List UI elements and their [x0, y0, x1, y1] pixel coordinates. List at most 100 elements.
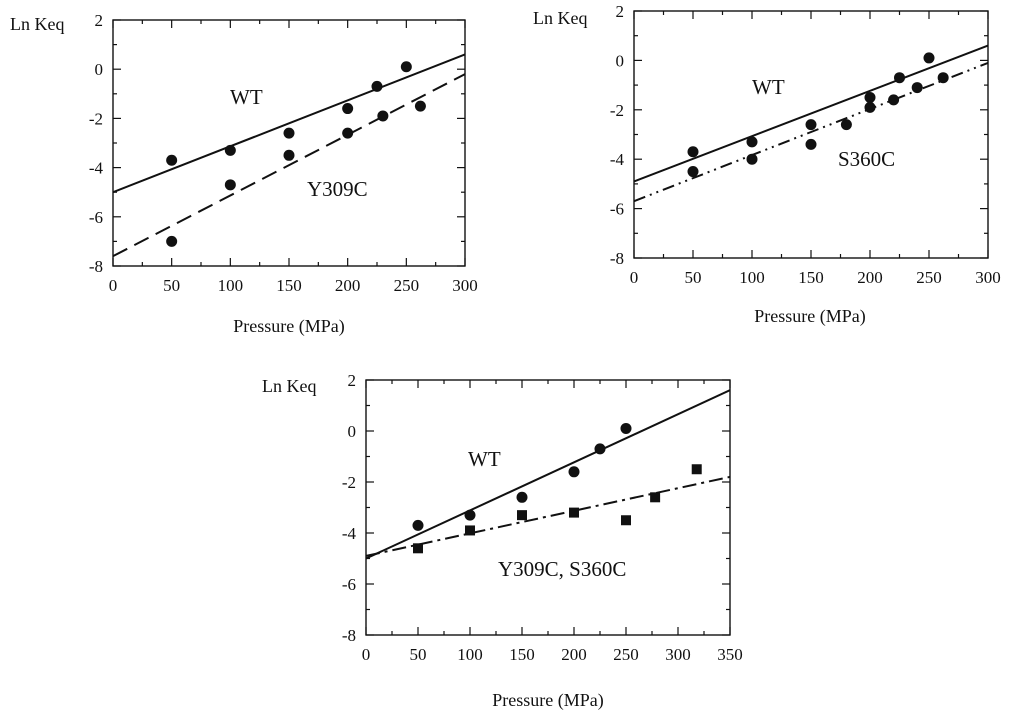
x-tick-label: 250: [613, 645, 639, 664]
series-label: WT: [230, 85, 263, 109]
series-0: [366, 389, 730, 560]
panel-wt-vs-y309c: 0 50 100 150 200 250 300 -8 -6 -4 -2 0 2 Ln Keq Pressu…: [10, 11, 478, 337]
y-tick-label: 0: [95, 60, 104, 79]
x-axis-title: Pressure (MPa): [233, 316, 344, 337]
y-tick-label: -6: [342, 575, 356, 594]
x-tick-label: 50: [410, 645, 427, 664]
y-tick-label: -4: [89, 159, 104, 178]
data-point-circle: [746, 136, 758, 148]
data-point-circle: [687, 146, 699, 158]
x-tick-label: 50: [685, 268, 702, 287]
x-tick-label: 250: [394, 276, 420, 295]
panel-wt-vs-s360c: 0 50 100 150 200 250 300 -8 -6 -4 -2 0 2 Ln Keq Pressu…: [533, 2, 1001, 327]
data-point-circle: [400, 61, 412, 73]
series-0: [113, 53, 465, 194]
x-tick-label: 300: [452, 276, 478, 295]
data-point-circle: [923, 52, 935, 64]
y-tick-label: 2: [616, 2, 625, 21]
panel-wt-vs-double-mutant: 0 50 100 150 200 250 300 350 -8 -6 -4 -2 0 2 Ln Keq Pre…: [262, 371, 743, 711]
x-tick-label: 150: [276, 276, 302, 295]
data-point-circle: [911, 82, 923, 94]
data-point-square: [569, 507, 579, 518]
x-tick-label: 50: [163, 276, 180, 295]
series-label: S360C: [838, 147, 895, 171]
data-point-circle: [283, 127, 295, 139]
x-tick-label: 200: [561, 645, 587, 664]
y-tick-label: -6: [610, 200, 624, 219]
y-tick-label: -6: [89, 208, 103, 227]
y-tick-label: -8: [89, 257, 103, 276]
fit-line: [366, 475, 730, 557]
data-point-circle: [894, 72, 905, 84]
x-tick-label: 0: [362, 645, 371, 664]
data-point-circle: [888, 94, 900, 106]
data-point-circle: [224, 144, 236, 156]
data-point-circle: [342, 127, 354, 139]
y-tick-label: -4: [610, 150, 625, 169]
data-point-circle: [412, 519, 424, 531]
fit-line: [634, 44, 988, 183]
y-tick-label: 0: [348, 422, 357, 441]
data-point-circle: [224, 179, 236, 191]
x-tick-label: 200: [335, 276, 361, 295]
plot-frame: [365, 379, 731, 636]
series-1: [366, 464, 730, 557]
fit-line: [113, 53, 465, 194]
plot-frame: [633, 10, 989, 259]
x-tick-label: 150: [798, 268, 824, 287]
data-point-circle: [283, 149, 295, 161]
x-tick-label: 150: [509, 645, 535, 664]
data-point-circle: [166, 154, 178, 166]
data-point-circle: [864, 101, 876, 113]
x-axis-title: Pressure (MPa): [492, 690, 603, 711]
data-point-square: [413, 543, 423, 554]
fit-line: [366, 389, 730, 560]
series-1: [634, 61, 988, 203]
data-point-square: [650, 492, 661, 503]
data-point-circle: [516, 491, 528, 503]
x-tick-label: 300: [975, 268, 1001, 287]
series-label: WT: [468, 447, 501, 471]
x-tick-label: 350: [717, 645, 743, 664]
data-point-circle: [864, 91, 876, 103]
data-point-square: [465, 525, 475, 536]
fit-line: [634, 61, 988, 203]
x-tick-label: 100: [457, 645, 483, 664]
data-point-circle: [620, 422, 632, 434]
y-tick-label: -4: [342, 524, 357, 543]
y-tick-label: -8: [610, 249, 624, 268]
y-tick-label: -2: [342, 473, 356, 492]
data-point-circle: [594, 443, 606, 455]
x-tick-label: 100: [739, 268, 765, 287]
y-axis-title: Ln Keq: [533, 8, 587, 28]
series-1: [113, 73, 465, 258]
data-point-square: [691, 464, 702, 475]
x-tick-label: 200: [857, 268, 883, 287]
y-axis-title: Ln Keq: [10, 14, 64, 34]
data-point-circle: [805, 138, 817, 150]
data-point-circle: [166, 235, 178, 247]
data-point-circle: [568, 466, 580, 478]
y-axis-title: Ln Keq: [262, 376, 316, 396]
data-point-circle: [937, 72, 949, 84]
x-axis-title: Pressure (MPa): [754, 306, 865, 327]
x-tick-label: 0: [630, 268, 639, 287]
data-point-circle: [805, 119, 817, 131]
data-point-circle: [464, 509, 476, 521]
y-tick-label: -2: [89, 109, 103, 128]
series-0: [634, 44, 988, 183]
data-point-circle: [687, 166, 699, 178]
x-tick-label: 100: [218, 276, 244, 295]
y-tick-label: -8: [342, 626, 356, 645]
data-point-circle: [840, 119, 852, 131]
data-point-square: [517, 510, 527, 521]
series-label: Y309C: [307, 177, 368, 201]
data-point-square: [621, 515, 631, 526]
data-point-circle: [377, 110, 389, 122]
data-point-circle: [746, 153, 758, 165]
data-point-circle: [371, 80, 383, 92]
series-label: Y309C, S360C: [498, 557, 626, 581]
x-tick-label: 0: [109, 276, 118, 295]
y-tick-label: 2: [348, 371, 357, 390]
